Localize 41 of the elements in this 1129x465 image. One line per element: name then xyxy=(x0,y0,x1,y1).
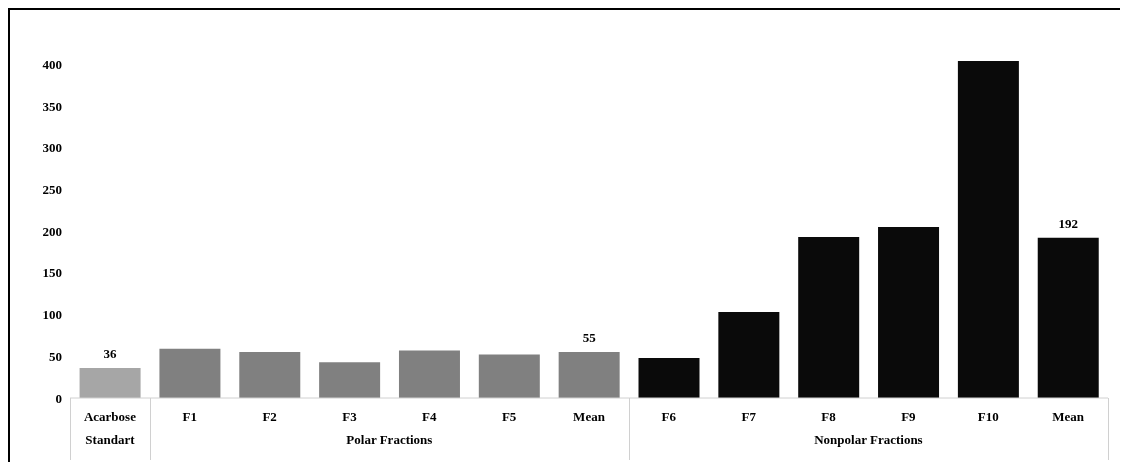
bar xyxy=(718,312,780,398)
y-tick-label: 350 xyxy=(42,98,62,114)
text: Standart xyxy=(84,432,136,448)
bar xyxy=(798,237,860,398)
data-label: 55 xyxy=(582,330,597,346)
x-tick-label: F2 xyxy=(262,409,277,425)
y-tick-label: 300 xyxy=(42,140,62,156)
data-label: 192 xyxy=(1058,215,1078,231)
x-tick-label: F4 xyxy=(422,409,438,425)
y-tick-label: 50 xyxy=(49,348,62,364)
x-tick-label: F1 xyxy=(182,409,197,425)
bar xyxy=(319,362,381,398)
y-tick-label: 250 xyxy=(42,182,62,198)
y-tick-label: 200 xyxy=(42,223,62,239)
x-tick-label: Mean xyxy=(573,409,606,425)
bar xyxy=(159,348,221,398)
x-tick-label: F7 xyxy=(741,409,757,425)
bar xyxy=(478,354,540,398)
x-tick-label: F8 xyxy=(821,409,837,425)
y-tick-label: 400 xyxy=(42,56,62,72)
bar xyxy=(878,227,940,398)
bar xyxy=(79,367,141,398)
x-tick-label: F3 xyxy=(342,409,358,425)
y-tick-label: 150 xyxy=(42,265,62,281)
x-tick-label: F5 xyxy=(501,409,517,425)
bar xyxy=(638,357,700,398)
text: Nonpolar Fractions xyxy=(813,432,924,448)
x-tick-label: F6 xyxy=(661,409,677,425)
x-tick-label: Mean xyxy=(1052,409,1085,425)
bar xyxy=(398,350,460,398)
bar xyxy=(957,61,1019,398)
y-tick-label: 0 xyxy=(55,390,62,406)
bar xyxy=(1037,237,1099,398)
x-tick-label: F9 xyxy=(901,409,917,425)
text: Polar Fractions xyxy=(345,432,434,448)
y-tick-label: 100 xyxy=(42,307,62,323)
bar xyxy=(239,352,301,398)
data-label: 36 xyxy=(103,345,118,361)
x-tick-label: Acarbose xyxy=(83,409,137,425)
bar xyxy=(558,352,620,398)
x-tick-label: F10 xyxy=(977,409,999,425)
